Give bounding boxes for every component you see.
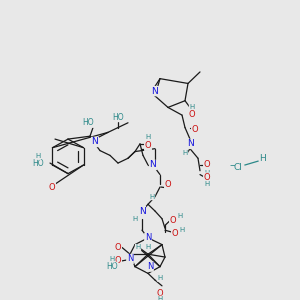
Text: O: O: [204, 173, 210, 182]
Text: H: H: [132, 216, 138, 222]
Text: O: O: [115, 256, 121, 266]
Text: N: N: [145, 233, 151, 242]
Text: H: H: [189, 104, 195, 110]
Text: O: O: [49, 182, 55, 191]
Text: HO: HO: [106, 262, 118, 271]
Text: H: H: [110, 256, 115, 262]
Text: O: O: [170, 216, 176, 225]
Text: O: O: [157, 289, 163, 298]
Text: H: H: [146, 134, 151, 140]
Text: H: H: [179, 227, 184, 233]
Text: N: N: [152, 87, 158, 96]
Text: H: H: [35, 153, 40, 159]
Text: O: O: [189, 110, 195, 118]
Text: N: N: [150, 160, 156, 169]
Text: H: H: [135, 244, 141, 250]
Text: N: N: [92, 137, 98, 146]
Text: O: O: [172, 229, 178, 238]
Text: –: –: [229, 160, 235, 170]
Text: H: H: [146, 244, 151, 250]
Text: H: H: [182, 151, 188, 157]
Text: H: H: [158, 275, 163, 281]
Text: H: H: [204, 170, 210, 176]
Text: N: N: [187, 140, 194, 148]
Text: H: H: [149, 194, 154, 200]
Text: HO: HO: [112, 112, 124, 122]
Text: H: H: [259, 154, 266, 163]
Text: N: N: [127, 254, 133, 263]
Text: N: N: [147, 262, 153, 271]
Text: Cl: Cl: [234, 164, 242, 172]
Text: O: O: [204, 160, 210, 169]
Text: H: H: [177, 213, 183, 219]
Text: O: O: [165, 180, 171, 189]
Text: O: O: [115, 243, 121, 252]
Text: HO: HO: [82, 118, 94, 127]
Text: H: H: [158, 296, 163, 300]
Text: O: O: [145, 141, 151, 150]
Text: O: O: [192, 125, 198, 134]
Text: HO: HO: [32, 159, 44, 168]
Text: N: N: [139, 206, 145, 215]
Text: H: H: [204, 181, 210, 187]
